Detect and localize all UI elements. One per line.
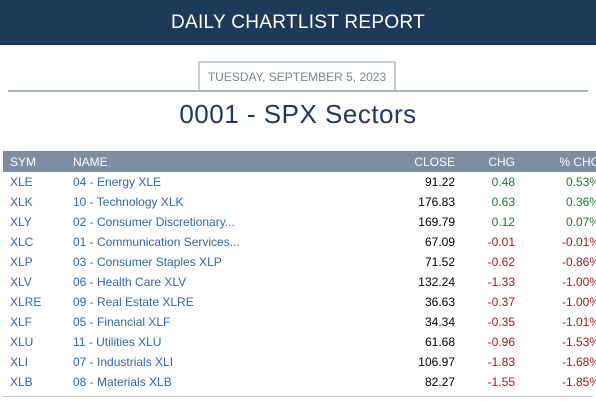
pct-change-value: -1.01% (561, 315, 596, 329)
table-row[interactable]: XLI 07 - Industrials XLI 106.97 -1.83 -1.68% (3, 352, 596, 372)
header-pct-chg[interactable]: % CHG (559, 154, 596, 169)
table-row[interactable]: XLB 08 - Materials XLB 82.27 -1.55 -1.85% (3, 372, 596, 392)
table-bottom-divider (3, 396, 593, 397)
change-value: -0.01 (487, 235, 515, 249)
close-value: 132.24 (418, 275, 455, 289)
name-link[interactable]: 03 - Consumer Staples XLP (73, 255, 222, 269)
table-row[interactable]: XLY 02 - Consumer Discretionary... 169.79 0… (3, 212, 596, 232)
report-date: TUESDAY, SEPTEMBER 5, 2023 (198, 61, 396, 90)
header-chg[interactable]: CHG (488, 154, 515, 169)
close-value: 82.27 (424, 375, 455, 389)
pct-change-value: -0.01% (561, 235, 596, 249)
close-value: 34.34 (424, 315, 455, 329)
banner-title: DAILY CHARTLIST REPORT (170, 11, 426, 33)
report-banner: DAILY CHARTLIST REPORT (0, 0, 596, 45)
pct-change-value: 0.36% (565, 195, 596, 209)
change-value: -0.35 (487, 315, 515, 329)
pct-change-value: 0.53% (565, 175, 596, 189)
table-row[interactable]: XLC 01 - Communication Services... 67.09 -0… (3, 232, 596, 252)
close-value: 61.68 (424, 335, 455, 349)
name-link[interactable]: 11 - Utilities XLU (73, 335, 162, 349)
pct-change-value: -1.85% (561, 375, 596, 389)
name-link[interactable]: 06 - Health Care XLV (73, 275, 187, 289)
name-link[interactable]: 10 - Technology XLK (73, 195, 184, 209)
name-link[interactable]: 02 - Consumer Discretionary... (73, 215, 235, 229)
change-value: -1.83 (487, 355, 515, 369)
change-value: -0.37 (487, 295, 515, 309)
pct-change-value: 0.07% (565, 215, 596, 229)
symbol-link[interactable]: XLF (10, 315, 33, 329)
date-header: TUESDAY, SEPTEMBER 5, 2023 (8, 61, 588, 93)
table-row[interactable]: XLRE 09 - Real Estate XLRE 36.63 -0.37 -1.00… (3, 292, 596, 312)
name-link[interactable]: 07 - Industrials XLI (73, 355, 174, 369)
change-value: 0.48 (491, 175, 515, 189)
table-row[interactable]: XLK 10 - Technology XLK 176.83 0.63 0.36% (3, 192, 596, 212)
pct-change-value: -1.00% (561, 295, 596, 309)
sector-table: SYM NAME CLOSE CHG % CHG XLE 04 - Energy … (3, 151, 596, 392)
symbol-link[interactable]: XLV (10, 275, 32, 289)
change-value: -1.55 (487, 375, 515, 389)
symbol-link[interactable]: XLRE (10, 295, 42, 309)
symbol-link[interactable]: XLU (10, 335, 34, 349)
table-body: XLE 04 - Energy XLE 91.22 0.48 0.53% XLK 10 - … (3, 172, 596, 392)
table-row[interactable]: XLF 05 - Financial XLF 34.34 -0.35 -1.01% (3, 312, 596, 332)
close-value: 91.22 (424, 175, 455, 189)
change-value: -0.96 (487, 335, 515, 349)
pct-change-value: -1.00% (561, 275, 596, 289)
chartlist-title: 0001 - SPX Sectors (179, 99, 417, 129)
change-value: 0.12 (491, 215, 515, 229)
symbol-link[interactable]: XLE (10, 175, 33, 189)
name-link[interactable]: 09 - Real Estate XLRE (73, 295, 194, 309)
symbol-link[interactable]: XLI (10, 355, 29, 369)
symbol-link[interactable]: XLP (10, 255, 33, 269)
date-divider (8, 90, 588, 92)
symbol-link[interactable]: XLB (10, 375, 33, 389)
table-row[interactable]: XLV 06 - Health Care XLV 132.24 -1.33 -1.00% (3, 272, 596, 292)
symbol-link[interactable]: XLK (10, 195, 33, 209)
name-link[interactable]: 01 - Communication Services... (73, 235, 240, 249)
close-value: 176.83 (418, 195, 455, 209)
close-value: 106.97 (418, 355, 455, 369)
table-row[interactable]: XLP 03 - Consumer Staples XLP 71.52 -0.62 -0… (3, 252, 596, 272)
name-link[interactable]: 05 - Financial XLF (73, 315, 171, 329)
pct-change-value: -1.53% (561, 335, 596, 349)
name-link[interactable]: 08 - Materials XLB (73, 375, 172, 389)
table-row[interactable]: XLU 11 - Utilities XLU 61.68 -0.96 -1.53% (3, 332, 596, 352)
symbol-link[interactable]: XLC (10, 235, 34, 249)
header-sym[interactable]: SYM (10, 154, 37, 169)
change-value: -1.33 (487, 275, 515, 289)
pct-change-value: -0.86% (561, 255, 596, 269)
close-value: 71.52 (424, 255, 455, 269)
table-row[interactable]: XLE 04 - Energy XLE 91.22 0.48 0.53% (3, 172, 596, 192)
close-value: 36.63 (424, 295, 455, 309)
close-value: 67.09 (424, 235, 455, 249)
symbol-link[interactable]: XLY (10, 215, 32, 229)
name-link[interactable]: 04 - Energy XLE (73, 175, 162, 189)
header-name[interactable]: NAME (73, 154, 108, 169)
header-close[interactable]: CLOSE (414, 154, 455, 169)
change-value: 0.63 (491, 195, 515, 209)
change-value: -0.62 (487, 255, 515, 269)
pct-change-value: -1.68% (561, 355, 596, 369)
close-value: 169.79 (418, 215, 455, 229)
table-header-row: SYM NAME CLOSE CHG % CHG (3, 151, 596, 172)
